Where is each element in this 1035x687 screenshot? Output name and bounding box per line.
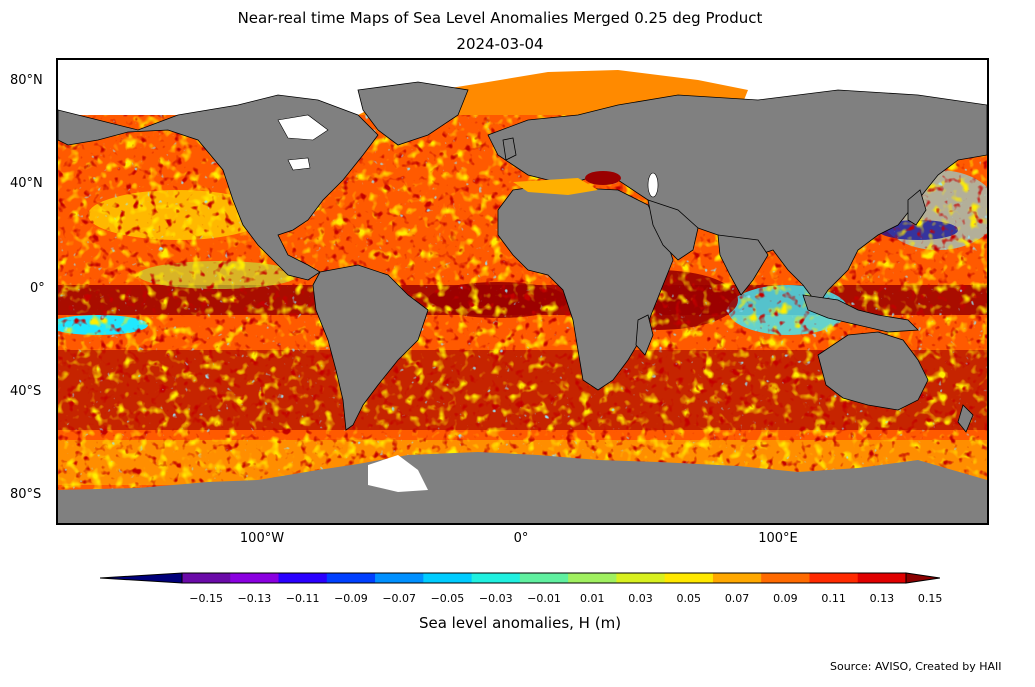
colorbar-segment	[664, 573, 714, 583]
colorbar-tick-label: 0.15	[917, 592, 943, 605]
colorbar-segment	[857, 573, 907, 583]
north-america	[58, 94, 379, 281]
continents	[58, 81, 987, 433]
map-date: 2024-03-04	[456, 35, 544, 53]
colorbar-segment	[471, 573, 521, 583]
colorbar-tick-label: −0.13	[237, 592, 272, 605]
colorbar-tick-label: −0.05	[430, 592, 465, 605]
madagascar	[635, 314, 654, 356]
source-credit: Source: AVISO, Created by HAII	[830, 660, 1002, 673]
map-title: Near-real time Maps of Sea Level Anomali…	[237, 9, 763, 27]
great-lakes	[287, 157, 311, 171]
caspian-sea	[647, 172, 659, 198]
colorbar-segment	[423, 573, 473, 583]
greenland	[357, 81, 469, 146]
colorbar-segment	[616, 573, 666, 583]
colorbar-tick-label: 0.01	[580, 592, 605, 605]
colorbar-tick-label: −0.03	[478, 592, 513, 605]
colorbar-segment	[278, 573, 328, 583]
lat-label-40s: 40°S	[10, 384, 42, 399]
india	[717, 234, 769, 296]
colorbar-tick-label: −0.07	[382, 592, 417, 605]
lat-label-80n: 80°N	[10, 73, 43, 88]
lat-label-80s: 80°S	[10, 487, 42, 502]
indonesia	[802, 294, 919, 333]
colorbar-segment	[568, 573, 617, 583]
lat-label-40n: 40°N	[10, 176, 43, 191]
colorbar-tick-label: 0.07	[724, 592, 750, 605]
africa	[497, 184, 674, 391]
sea-level-map	[58, 60, 987, 523]
new-zealand	[957, 404, 974, 433]
antarctic-ice-shelf	[368, 455, 428, 492]
colorbar-extend-max	[905, 572, 941, 584]
black-sea	[585, 171, 621, 185]
british-isles	[502, 137, 517, 161]
colorbar-tick-label: 0.03	[628, 592, 653, 605]
colorbar-tick-label: 0.09	[773, 592, 798, 605]
colorbar-segment	[326, 573, 376, 583]
colorbar-tick-label: −0.09	[334, 592, 368, 605]
colorbar-segment	[230, 573, 280, 583]
colorbar-segment	[519, 573, 569, 583]
colorbar-label: Sea level anomalies, H (m)	[418, 614, 622, 632]
colorbar-segment	[375, 573, 424, 583]
south-america	[312, 264, 429, 431]
arabia	[647, 199, 699, 261]
colorbar	[99, 570, 941, 610]
colorbar-extend-min	[99, 572, 183, 584]
colorbar-segment	[712, 573, 762, 583]
lon-label-100e: 100°E	[758, 531, 798, 546]
colorbar-tick-label: −0.01	[527, 592, 561, 605]
map-panel	[56, 58, 989, 525]
colorbar-tick-label: 0.05	[676, 592, 702, 605]
colorbar-segment	[182, 573, 231, 583]
japan	[907, 189, 927, 226]
mediterranean-sea	[513, 178, 598, 195]
hudson-bay	[277, 114, 329, 141]
colorbar-tick-label: −0.11	[285, 592, 320, 605]
colorbar-tick-label: 0.13	[869, 592, 895, 605]
colorbar-segment	[761, 573, 810, 583]
lat-label-0: 0°	[30, 281, 45, 296]
colorbar-segment	[809, 573, 859, 583]
colorbar-tick-label: −0.15	[189, 592, 223, 605]
lon-label-100w: 100°W	[239, 531, 285, 546]
colorbar-tick-label: 0.11	[821, 592, 846, 605]
lon-label-0: 0°	[513, 531, 529, 546]
antarctica-land	[58, 452, 987, 523]
australia	[817, 331, 929, 411]
